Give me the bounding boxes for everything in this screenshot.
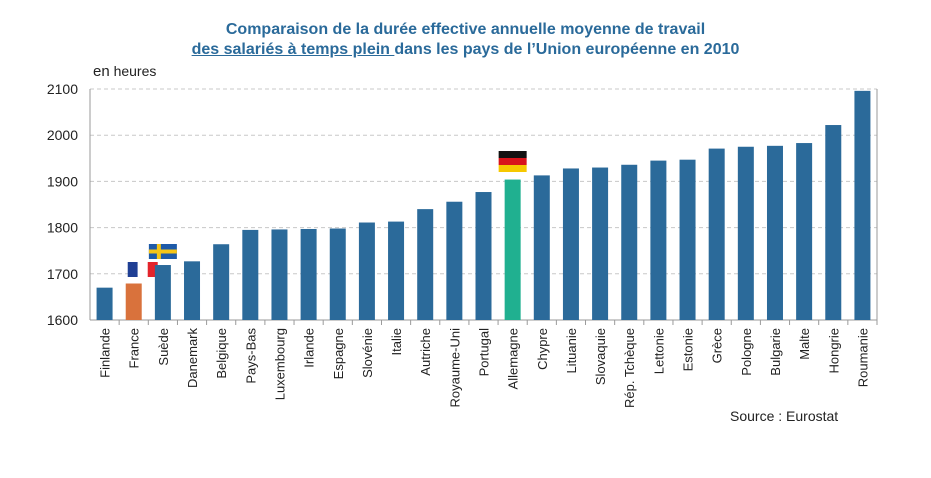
bar [562, 168, 579, 320]
bar [621, 164, 638, 320]
x-category-label: Irlande [302, 328, 317, 368]
x-category-label: Pologne [739, 328, 754, 376]
bar [388, 221, 405, 320]
bar [125, 283, 142, 320]
bar [650, 160, 667, 320]
x-category-label: Allemagne [506, 328, 521, 389]
bar [475, 192, 492, 320]
bar [592, 167, 609, 320]
x-category-label: Estonie [681, 328, 696, 371]
x-category-label: Belgique [214, 328, 229, 379]
bar [446, 201, 463, 320]
x-category-label: Roumanie [855, 328, 870, 387]
x-category-label: Malte [797, 328, 812, 360]
bar [796, 143, 813, 320]
bar [504, 179, 521, 320]
y-tick-label: 2000 [47, 127, 78, 143]
bar [766, 145, 783, 320]
bar [708, 148, 725, 320]
y-unit-prefix: en [93, 63, 110, 80]
y-unit-label: en heures [93, 63, 156, 80]
bar [417, 209, 434, 320]
x-category-label: Bulgarie [768, 328, 783, 376]
y-tick-label: 1900 [47, 173, 78, 189]
chart-title-line2: des salariés à temps plein dans les pays… [0, 41, 931, 59]
flag-stripe [498, 151, 527, 158]
x-category-label: Grèce [710, 328, 725, 363]
flag-stripe [147, 262, 158, 277]
bar [300, 228, 317, 320]
chart-title-underlined: des salariés à temps plein [191, 41, 395, 58]
bar [533, 175, 550, 320]
germany-flag-icon [498, 151, 527, 172]
x-category-label: France [127, 328, 142, 368]
x-category-label: Chypre [535, 328, 550, 370]
x-category-label: Danemark [185, 328, 200, 388]
bar [184, 261, 201, 320]
x-category-label: Pays-Bas [243, 328, 258, 384]
x-category-label: Italie [389, 328, 404, 355]
bar [242, 229, 259, 320]
sweden-flag-icon [148, 244, 177, 259]
y-tick-label: 1800 [47, 220, 78, 236]
x-category-label: Royaume-Uni [447, 328, 462, 408]
bar [154, 265, 171, 320]
chart-title-line1: Comparaison de la durée effective annuel… [225, 21, 706, 38]
x-category-label: Slovénie [360, 328, 375, 378]
x-category-label: Luxembourg [272, 328, 287, 400]
x-category-label: Hongrie [826, 328, 841, 374]
bar [854, 90, 871, 321]
y-unit-text: heures [113, 63, 157, 79]
bar [825, 125, 842, 320]
x-category-label: Suède [156, 328, 171, 366]
chart-title-rest: dans les pays de l’Union européenne en 2… [394, 41, 740, 58]
x-category-label: Espagne [331, 328, 346, 379]
y-tick-label: 1700 [47, 266, 78, 282]
x-category-label: Autriche [418, 328, 433, 376]
x-category-label: Portugal [477, 328, 492, 377]
x-category-label: Lettonie [651, 328, 666, 374]
bar [213, 244, 230, 320]
flag-stripe [498, 158, 527, 165]
flag-stripe [127, 262, 138, 277]
y-tick-label: 2100 [47, 81, 78, 97]
bar [329, 228, 346, 320]
bar [96, 287, 113, 320]
france-flag-icon [127, 262, 158, 277]
bar [679, 159, 696, 320]
x-category-label: Finlande [98, 328, 113, 378]
x-category-label: Slovaquie [593, 328, 608, 385]
bar [737, 146, 754, 320]
source-label: Source : Eurostat [730, 408, 839, 424]
flag-stripe [498, 165, 527, 172]
bar [358, 222, 375, 320]
flag-stripe [137, 262, 148, 277]
y-tick-label: 1600 [47, 312, 78, 328]
bar [271, 229, 288, 320]
x-category-label: Rép. Tchèque [622, 328, 637, 408]
flag-part [148, 249, 177, 254]
x-category-label: Lituanie [564, 328, 579, 374]
